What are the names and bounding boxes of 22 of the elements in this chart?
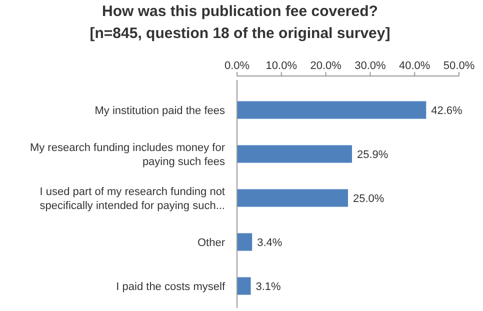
bar [237,233,252,251]
bar [237,101,426,119]
x-tick-label: 50.0% [443,60,475,72]
data-label: 25.0% [353,192,384,205]
x-tick-label: 30.0% [354,60,386,72]
data-label: 42.6% [431,104,463,117]
chart-title: How was this publication fee covered? [n=845, question 18 of the original survey] [90,3,390,42]
bar [237,189,348,207]
data-label: 25.9% [356,148,388,161]
y-tick-label: I paid the costs myself [116,280,226,293]
data-label: 3.4% [257,236,282,249]
y-tick-label: I used part of my research funding not specifically intended for paying such... [40,186,225,212]
x-tick-label: 20.0% [310,60,342,72]
x-tick-label: 0.0% [224,60,250,72]
y-tick-label: My institution paid the fees [94,104,226,117]
bar [237,277,251,295]
bar [237,145,352,163]
x-tick-label: 40.0% [399,60,430,72]
data-label: 3.1% [256,280,282,293]
x-tick-label: 10.0% [266,60,298,72]
y-tick-label: My research funding includes money for paying such fees [30,142,226,168]
y-tick-label: Other [197,236,226,249]
